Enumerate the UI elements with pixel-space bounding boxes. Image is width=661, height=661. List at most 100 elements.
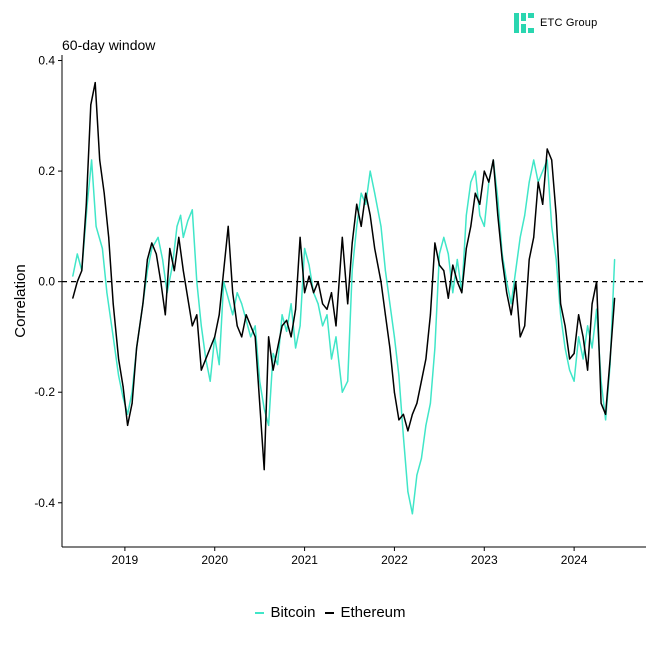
data-point-ethereum [308,275,310,277]
data-point-bitcoin [515,270,517,272]
etc-logo-mark-icon [514,13,534,33]
data-point-bitcoin [569,369,571,371]
data-point-bitcoin [290,303,292,305]
data-point-ethereum [609,358,611,360]
y-axis-label: Correlation [12,264,29,337]
data-point-ethereum [555,214,557,216]
data-point-bitcoin [564,347,566,349]
data-point-ethereum [596,281,598,283]
data-point-bitcoin [429,402,431,404]
data-point-bitcoin [182,236,184,238]
data-point-bitcoin [356,225,358,227]
data-point-ethereum [232,292,234,294]
data-point-ethereum [573,352,575,355]
series-line-bitcoin [72,159,616,515]
data-point-bitcoin [434,347,436,349]
data-point-bitcoin [277,364,279,366]
data-point-bitcoin [351,270,353,272]
data-point-ethereum [542,203,544,205]
data-point-ethereum [241,336,243,338]
data-point-bitcoin [218,364,220,366]
data-point-ethereum [456,281,458,283]
data-point-bitcoin [151,247,153,250]
y-tick-label: 0.0 [38,275,55,289]
data-point-ethereum [591,303,593,305]
data-point-ethereum [196,314,198,316]
data-point-ethereum [160,281,162,283]
data-point-bitcoin [438,253,440,255]
data-point-ethereum [479,203,481,205]
data-point-ethereum [429,314,431,316]
data-point-ethereum [569,358,571,360]
data-point-bitcoin [360,192,362,194]
data-point-bitcoin [286,330,288,332]
data-point-ethereum [564,325,566,327]
data-point-bitcoin [407,491,409,493]
data-point-bitcoin [91,159,93,161]
data-point-bitcoin [95,225,97,227]
data-point-ethereum [402,413,404,415]
data-point-bitcoin [146,270,148,272]
data-point-ethereum [76,281,78,283]
data-point-ethereum [146,258,148,261]
data-point-ethereum [483,170,485,172]
data-point-ethereum [600,402,602,404]
data-point-bitcoin [528,181,530,183]
data-point-ethereum [614,297,616,299]
data-point-ethereum [474,192,476,194]
data-point-ethereum [365,192,367,194]
data-point-bitcoin [483,225,485,227]
data-point-ethereum [411,413,413,415]
data-point-ethereum [99,159,101,161]
data-point-bitcoin [582,358,584,360]
data-point-ethereum [272,369,274,371]
data-point-ethereum [281,325,283,327]
data-point-ethereum [205,358,207,360]
x-tick-label: 2020 [201,553,228,567]
data-point-ethereum [461,292,463,294]
data-point-ethereum [360,225,362,227]
logo-text: ETC Group [540,17,598,29]
data-point-bitcoin [162,258,164,261]
data-point-ethereum [236,325,238,327]
data-point-ethereum [313,292,315,294]
data-point-bitcoin [101,247,103,250]
legend-label-bitcoin: Bitcoin [270,604,316,621]
data-point-bitcoin [304,247,306,250]
data-point-ethereum [515,281,517,283]
data-point-bitcoin [268,424,270,426]
data-point-bitcoin [127,413,129,415]
x-tick-label: 2022 [381,553,408,567]
data-point-ethereum [533,236,535,238]
data-point-ethereum [506,292,508,294]
data-point-bitcoin [295,347,297,349]
legend-label-ethereum: Ethereum [340,604,406,621]
data-point-ethereum [151,242,153,244]
data-point-ethereum [122,386,124,388]
series-points-bitcoin [72,159,616,515]
data-point-ethereum [286,319,288,321]
data-point-bitcoin [524,214,526,216]
data-point-bitcoin [374,192,376,194]
data-point-bitcoin [416,474,418,476]
data-point-bitcoin [122,397,124,399]
data-point-ethereum [470,225,472,227]
data-point-bitcoin [308,264,310,266]
data-point-ethereum [164,314,166,316]
data-point-ethereum [420,380,422,382]
data-point-bitcoin [573,380,575,382]
data-point-bitcoin [232,314,234,316]
data-point-ethereum [182,270,184,272]
data-point-ethereum [587,369,589,371]
data-point-bitcoin [560,314,562,316]
data-point-ethereum [384,314,386,316]
data-point-ethereum [218,314,220,316]
chart-subtitle: 60-day window [62,37,156,53]
data-point-bitcoin [519,236,521,238]
data-point-bitcoin [551,225,553,227]
data-point-ethereum [443,270,445,272]
data-point-ethereum [452,264,454,266]
data-point-ethereum [259,402,261,404]
data-point-ethereum [227,225,229,227]
data-point-ethereum [582,336,584,338]
